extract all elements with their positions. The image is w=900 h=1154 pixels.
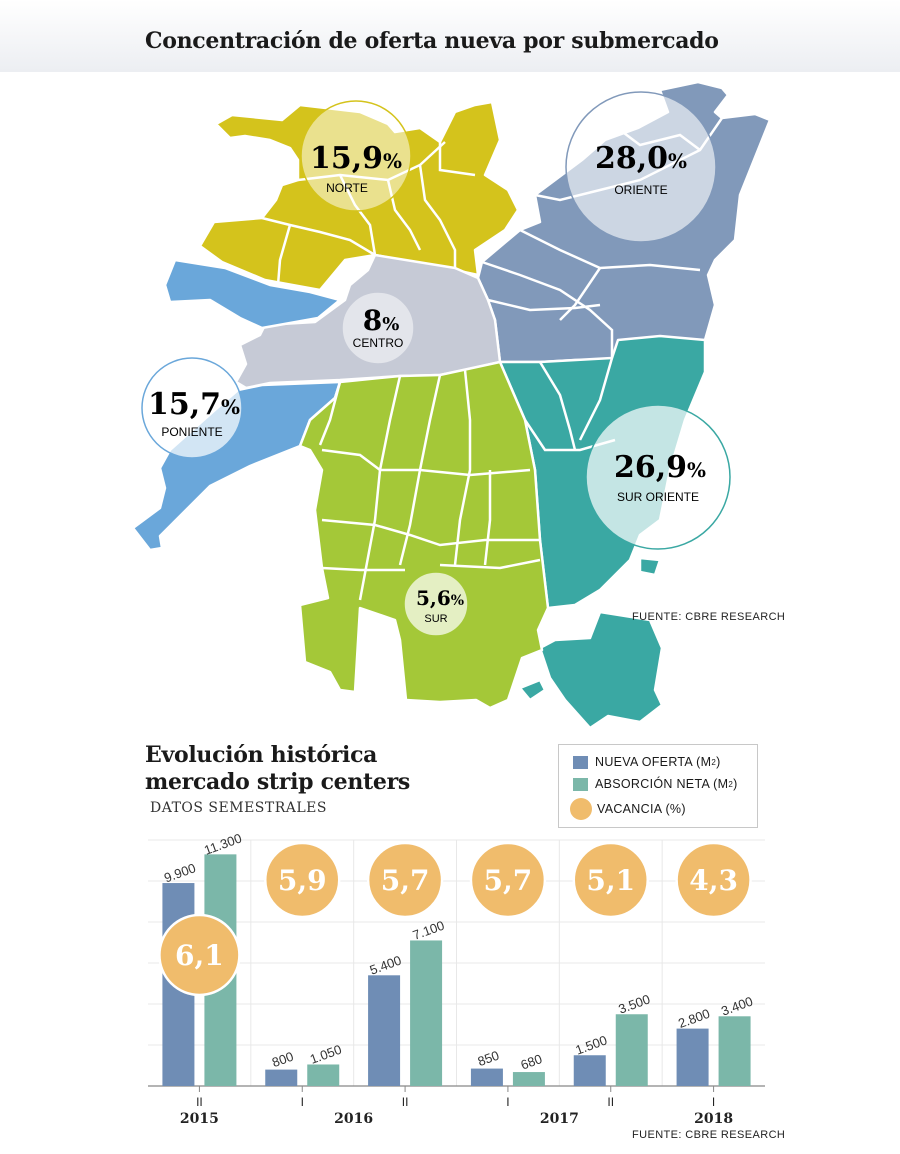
chart-subtitle: DATOS SEMESTRALES — [150, 800, 327, 816]
legend-swatch-absorcion — [573, 777, 588, 791]
bubble-poniente-label: PONIENTE — [161, 425, 222, 439]
map-bubble-norte: 15,9% NORTE — [300, 100, 412, 212]
legend-swatch-nueva — [573, 755, 588, 769]
bubble-poniente-pct: 15,7 — [148, 387, 221, 422]
chart-source: FUENTE: CBRE RESEARCH — [632, 1129, 786, 1141]
svg-text:15,7%: 15,7% — [148, 387, 240, 422]
x-tick-label-year: 2017 — [540, 1111, 579, 1127]
vacancia-bubble — [158, 913, 241, 997]
bubble-oriente-unit: % — [668, 149, 687, 173]
bubble-sur-oriente-pct: 26,9 — [614, 450, 687, 485]
map-bubble-oriente: 28,0% ORIENTE — [565, 91, 717, 243]
vacancia-bubble — [469, 841, 547, 919]
bar-absorcion-neta — [410, 940, 443, 1086]
legend-item-vacancia: VACANCIA (%) — [570, 798, 686, 820]
x-tick-label-year: 2015 — [180, 1111, 219, 1127]
vacancia-bubble — [264, 841, 341, 919]
bubble-sur-oriente-label: SUR ORIENTE — [617, 490, 699, 504]
bubble-norte-pct: 15,9 — [310, 141, 383, 176]
x-tick-label-year: 2018 — [694, 1111, 733, 1127]
map-title: Concentración de oferta nueva por submer… — [145, 28, 719, 54]
bar-absorcion-neta — [512, 1072, 545, 1086]
legend-sup-nueva: 2 — [711, 757, 717, 767]
bubble-sur-oriente-unit: % — [687, 458, 706, 482]
data-label-nueva-oferta: 800 — [270, 1049, 296, 1071]
legend-close-nueva: ) — [716, 755, 721, 769]
bubble-centro-label: CENTRO — [353, 336, 404, 350]
svg-text:15,9%: 15,9% — [310, 141, 402, 176]
data-label-vacancia: 6,1 — [175, 939, 224, 972]
map-bubble-centro: 8% CENTRO — [341, 291, 415, 365]
x-tick-label-semester: I — [712, 1095, 715, 1109]
svg-text:26,9%: 26,9% — [614, 450, 706, 485]
svg-text:8%: 8% — [363, 304, 400, 337]
vacancia-bubble — [675, 841, 752, 919]
data-label-absorcion-neta: 3.500 — [616, 991, 652, 1016]
chart-title-line1: Evolución histórica — [145, 742, 378, 768]
legend-label-absorcion: ABSORCIÓN NETA (M — [595, 777, 729, 791]
bar-nueva-oferta — [573, 1055, 606, 1086]
bubble-oriente-pct: 28,0 — [595, 141, 668, 176]
data-label-vacancia: 5,7 — [484, 864, 533, 897]
bar-absorcion-neta — [718, 1016, 751, 1086]
svg-text:28,0%: 28,0% — [595, 141, 687, 176]
bar-absorcion-neta — [307, 1064, 340, 1086]
bubble-centro-pct: 8 — [363, 304, 382, 337]
map-bubble-sur-oriente: 26,9% SUR ORIENTE — [585, 404, 731, 550]
vacancia-bubble — [572, 841, 649, 919]
bar-nueva-oferta — [676, 1028, 709, 1086]
data-label-absorcion-neta: 7.100 — [411, 918, 447, 943]
data-label-absorcion-neta: 3.400 — [719, 993, 755, 1018]
legend-sup-absorcion: 2 — [728, 779, 734, 789]
bubble-centro-unit: % — [382, 314, 399, 335]
legend-swatch-vacancia — [570, 798, 592, 820]
x-tick-label-semester: I — [506, 1095, 509, 1109]
data-label-vacancia: 5,7 — [381, 864, 430, 897]
map-internal-borders — [261, 117, 724, 601]
bubble-oriente-label: ORIENTE — [614, 183, 667, 197]
chart-title: Evolución histórica mercado strip center… — [145, 742, 410, 796]
legend-item-absorcion: ABSORCIÓN NETA (M 2) — [573, 777, 738, 791]
x-tick-label-semester: I — [301, 1095, 304, 1109]
x-tick-label-semester: II — [196, 1095, 203, 1109]
data-label-vacancia: 4,3 — [689, 864, 738, 897]
bar-absorcion-neta — [615, 1014, 648, 1086]
x-tick-label-semester: II — [402, 1095, 409, 1109]
svg-text:5,6%: 5,6% — [416, 586, 464, 610]
data-label-nueva-oferta: 2.800 — [676, 1006, 712, 1031]
chart-title-line2: mercado strip centers — [145, 769, 410, 795]
legend-item-nueva: NUEVA OFERTA (M 2) — [573, 755, 721, 769]
chart-legend: NUEVA OFERTA (M 2) ABSORCIÓN NETA (M 2) VA… — [558, 744, 758, 828]
data-label-vacancia: 5,1 — [586, 864, 635, 897]
map-region-sur — [298, 360, 550, 710]
legend-label-vacancia: VACANCIA (%) — [597, 802, 686, 816]
data-label-absorcion-neta: 11.300 — [202, 830, 244, 857]
data-label-nueva-oferta: 1.500 — [573, 1032, 609, 1057]
x-tick-label-year: 2016 — [334, 1111, 373, 1127]
bubble-poniente-unit: % — [221, 395, 240, 419]
x-tick-label-semester: II — [607, 1095, 614, 1109]
data-label-nueva-oferta: 5.400 — [368, 952, 404, 977]
vacancia-bubble — [366, 841, 444, 919]
map-bubble-poniente: 15,7% PONIENTE — [141, 357, 243, 459]
submarket-map: 15,9% NORTE 28,0% ORIENTE 8% CENTRO 15,7… — [131, 80, 772, 730]
map-bubble-sur: 5,6% SUR — [403, 571, 469, 637]
legend-label-nueva: NUEVA OFERTA (M — [595, 755, 712, 769]
data-label-nueva-oferta: 9.900 — [162, 860, 198, 885]
bar-nueva-oferta — [265, 1069, 298, 1086]
map-source: FUENTE: CBRE RESEARCH — [632, 611, 786, 623]
bubble-norte-unit: % — [383, 149, 402, 173]
bubble-norte-label: NORTE — [326, 181, 368, 195]
bar-nueva-oferta — [368, 975, 401, 1086]
bubble-sur-pct: 5,6 — [416, 586, 451, 610]
bubble-sur-label: SUR — [424, 613, 447, 625]
data-label-absorcion-neta: 680 — [519, 1051, 545, 1073]
title-band — [0, 0, 900, 72]
bar-nueva-oferta — [470, 1068, 503, 1086]
data-label-vacancia: 5,9 — [278, 864, 327, 897]
data-label-nueva-oferta: 850 — [476, 1048, 502, 1070]
bubble-sur-unit: % — [451, 593, 464, 609]
legend-close-absorcion: ) — [733, 777, 738, 791]
